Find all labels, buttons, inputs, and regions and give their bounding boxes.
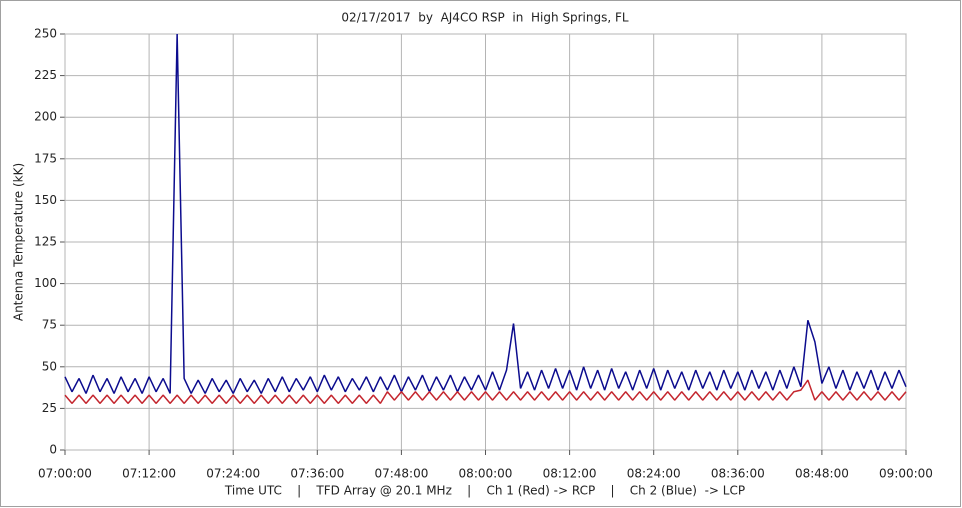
y-tick-label: 250 <box>34 27 57 41</box>
series-line <box>64 33 907 394</box>
x-tick-label: 07:24:00 <box>206 467 260 481</box>
y-tick-label: 200 <box>34 110 57 124</box>
x-tick-label: 09:00:00 <box>879 467 933 481</box>
y-tick-label: 75 <box>42 318 57 332</box>
x-tick-label: 08:48:00 <box>795 467 849 481</box>
x-tick-label: 07:48:00 <box>374 467 428 481</box>
y-tick-label: 175 <box>34 151 57 165</box>
x-tick-label: 07:00:00 <box>38 467 92 481</box>
y-tick-label: 25 <box>42 401 57 415</box>
y-axis-label: Antenna Temperature (kK) <box>12 163 26 321</box>
y-tick-label: 50 <box>42 359 57 373</box>
y-tick-label: 0 <box>49 443 57 457</box>
x-axis-label: Time UTC | TFD Array @ 20.1 MHz | Ch 1 (… <box>224 484 745 498</box>
x-tick-label: 08:12:00 <box>543 467 597 481</box>
x-tick-label: 08:24:00 <box>627 467 681 481</box>
x-tick-label: 08:36:00 <box>711 467 765 481</box>
y-tick-label: 150 <box>34 193 57 207</box>
x-tick-label: 07:12:00 <box>122 467 176 481</box>
y-tick-label: 225 <box>34 68 57 82</box>
chart-title: 02/17/2017 by AJ4CO RSP in High Springs,… <box>341 11 628 25</box>
x-tick-label: 08:00:00 <box>459 467 513 481</box>
x-tick-label: 07:36:00 <box>290 467 344 481</box>
y-tick-label: 100 <box>34 276 57 290</box>
y-tick-label: 125 <box>34 235 57 249</box>
series-line <box>64 379 907 404</box>
